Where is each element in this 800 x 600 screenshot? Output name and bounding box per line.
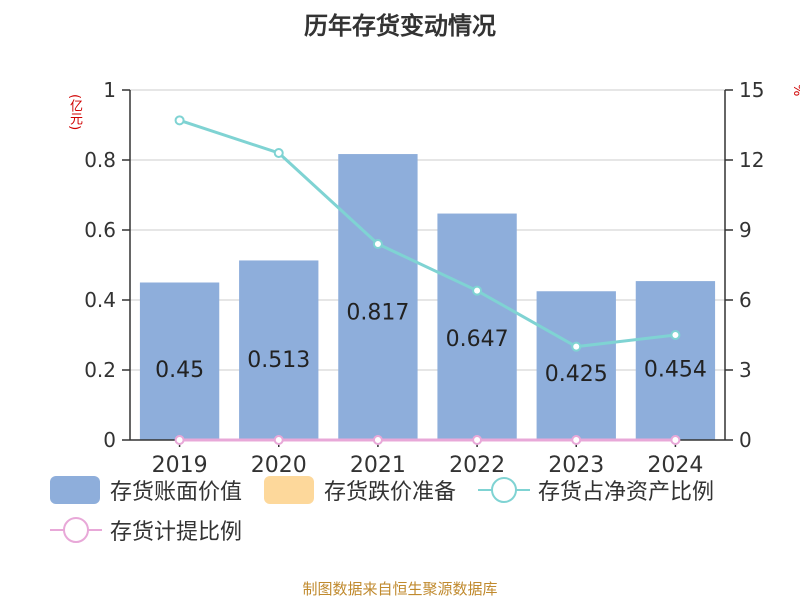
- x-tick-label: 2021: [350, 453, 406, 478]
- point-net-asset-ratio: [174, 115, 185, 126]
- point-provision-ratio: [273, 435, 284, 445]
- point-provision-ratio: [472, 435, 483, 445]
- right-axis-unit: %: [790, 84, 800, 97]
- left-tick-label: 0.8: [84, 148, 116, 172]
- legend-label-impairment: 存货跌价准备: [324, 480, 457, 505]
- bar-book-value: [635, 281, 716, 440]
- legend-marker-net-asset-ratio: [478, 476, 531, 504]
- bar-value-label: 0.647: [446, 327, 509, 352]
- left-tick-label: 0.6: [84, 218, 116, 242]
- x-tick-label: 2023: [548, 453, 604, 478]
- legend-label-book-value: 存货账面价值: [110, 480, 243, 505]
- legend-item-provision-ratio[interactable]: 存货计提比例: [50, 514, 242, 546]
- point-net-asset-ratio: [571, 341, 582, 352]
- point-provision-ratio: [670, 435, 681, 445]
- point-net-asset-ratio: [372, 239, 383, 249]
- point-provision-ratio: [174, 435, 185, 445]
- legend-item-book-value[interactable]: 存货账面价值: [50, 474, 242, 506]
- x-tick-label: 2019: [152, 453, 208, 478]
- chart-title: 历年存货变动情况: [304, 12, 496, 40]
- bar-value-label: 0.513: [247, 348, 310, 373]
- right-tick-label: 9: [739, 218, 752, 242]
- legend-swatch-impairment: [264, 476, 315, 504]
- legend-label-provision-ratio: 存货计提比例: [110, 520, 243, 545]
- right-tick-label: 0: [739, 428, 752, 452]
- source-note: 制图数据来自恒生聚源数据库: [302, 580, 498, 598]
- legend-item-net-asset-ratio[interactable]: 存货占净资产比例: [478, 474, 714, 506]
- point-provision-ratio: [372, 435, 383, 445]
- bar-book-value: [437, 213, 517, 440]
- left-tick-label: 0.2: [84, 358, 116, 382]
- right-tick-label: 15: [739, 78, 764, 102]
- left-tick-label: 0.4: [84, 288, 116, 312]
- left-tick-label: 0: [103, 428, 116, 452]
- legend-item-impairment[interactable]: 存货跌价准备: [264, 474, 456, 506]
- left-tick-label: 1: [103, 78, 116, 102]
- right-tick-label: 12: [739, 148, 764, 172]
- bar-value-label: 0.817: [346, 300, 409, 325]
- legend-marker-provision-ratio: [50, 516, 102, 544]
- right-tick-label: 6: [739, 288, 752, 312]
- legend-swatch-book-value: [50, 476, 100, 504]
- point-net-asset-ratio: [472, 285, 483, 296]
- left-axis-unit: (亿元): [67, 94, 82, 131]
- line-net-asset-ratio: [179, 118, 676, 349]
- bar-book-value: [239, 260, 319, 440]
- point-net-asset-ratio: [670, 330, 681, 340]
- bar-book-value: [139, 282, 220, 440]
- bar-book-value: [536, 291, 616, 440]
- x-tick-label: 2020: [251, 453, 307, 478]
- bar-value-label: 0.454: [644, 357, 707, 382]
- bar-value-label: 0.45: [155, 358, 204, 383]
- bar-book-value: [338, 154, 418, 441]
- point-net-asset-ratio: [273, 148, 284, 158]
- x-tick-label: 2022: [449, 453, 505, 478]
- bar-value-label: 0.425: [545, 362, 608, 387]
- x-tick-label: 2024: [647, 453, 703, 478]
- right-tick-label: 3: [739, 358, 752, 382]
- legend-label-net-asset-ratio: 存货占净资产比例: [538, 480, 715, 505]
- legend: 存货账面价值 存货跌价准备 存货占净资产比例 存货计提比例: [50, 470, 790, 550]
- point-provision-ratio: [571, 435, 582, 445]
